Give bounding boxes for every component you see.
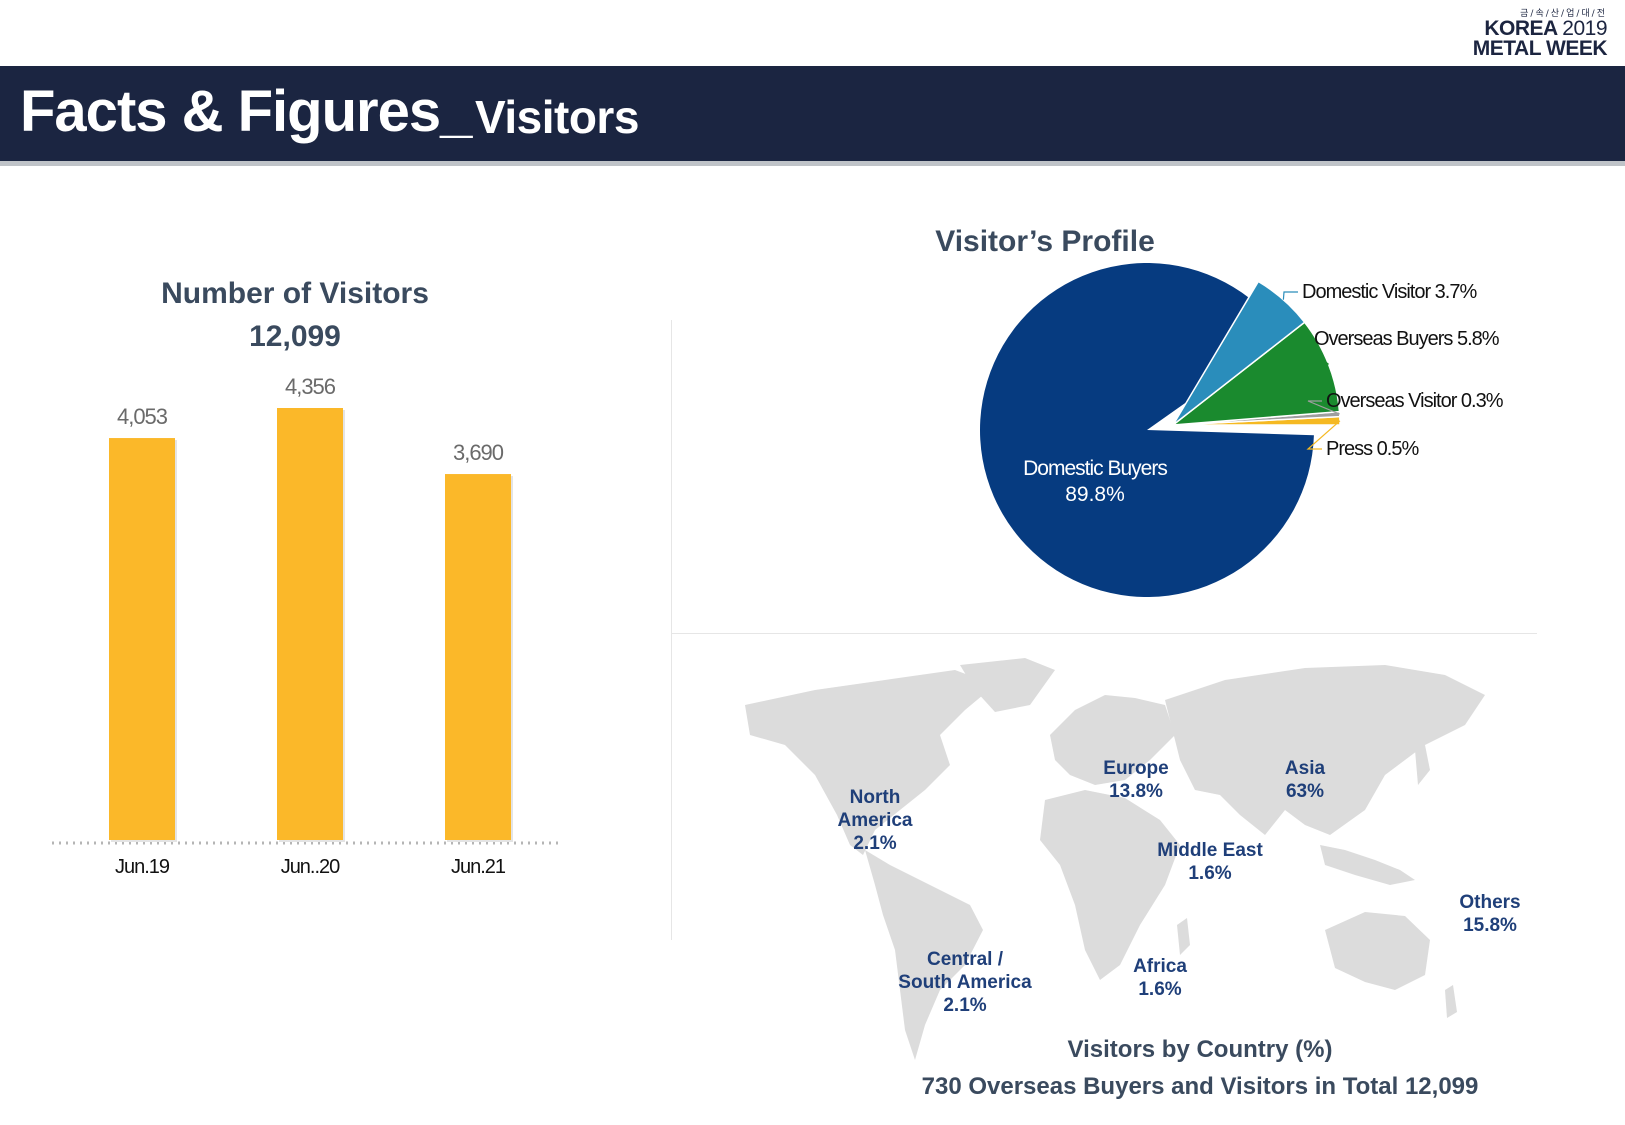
bar-Jun.19	[109, 438, 175, 840]
map-new-zealand	[1445, 985, 1457, 1018]
pie-outside-label: Domestic Visitor 3.7%	[1302, 281, 1477, 303]
map-madagascar	[1177, 918, 1190, 955]
map-caption-title: Visitors by Country (%)	[1067, 1036, 1333, 1063]
page-title: Facts & Figures_	[20, 79, 472, 144]
pie-leader-line	[1307, 400, 1340, 415]
bar-data-label: 4,053	[117, 404, 168, 429]
map-greenland	[960, 658, 1055, 712]
map-africa	[1040, 790, 1180, 980]
logo-line1: KOREA 2019	[1484, 17, 1607, 40]
logo-line2: METAL WEEK	[1472, 37, 1608, 60]
region-central-south-america: Central / South America 2.1%	[898, 949, 1032, 1016]
pie-slice-domestic-visitor	[1172, 280, 1306, 426]
logo-korean-text: 금/속/산/업/대/전	[1520, 9, 1607, 19]
page-subtitle: Visitors	[475, 91, 639, 143]
logo-year: 2019	[1562, 17, 1607, 40]
pie-leader-line	[1294, 338, 1329, 365]
region-north-america: North America 2.1%	[837, 787, 913, 854]
bar-data-label: 4,356	[285, 374, 336, 399]
pie-leader-line	[1306, 420, 1341, 450]
map-japan	[1415, 745, 1430, 785]
region-europe: Europe 13.8%	[1103, 758, 1169, 802]
visitors-bar-chart: 4,053 Jun.19 4,356 Jun..20 3,690 Jun.21	[52, 374, 560, 878]
vertical-divider	[671, 320, 672, 940]
map-caption-subtitle: 730 Overseas Buyers and Visitors in Tota…	[921, 1073, 1479, 1100]
map-south-america	[865, 850, 983, 1060]
region-others: Others 15.8%	[1459, 892, 1521, 936]
world-map-graphic	[745, 658, 1485, 1060]
map-southeast-asia	[1320, 845, 1415, 885]
bar-data-label: 3,690	[453, 440, 504, 465]
map-asia	[1165, 665, 1485, 835]
region-africa: Africa 1.6%	[1133, 956, 1187, 1000]
bar-chart-total: 12,099	[249, 320, 341, 353]
region-asia: Asia 63%	[1284, 758, 1326, 802]
map-north-america	[745, 670, 995, 855]
pie-outside-label: Overseas Visitor 0.3%	[1326, 390, 1504, 412]
world-map	[725, 650, 1545, 1075]
bar-category-label: Jun.21	[451, 856, 506, 878]
bar-chart-title: Number of Visitors	[161, 277, 429, 310]
pie-outside-label: Press 0.5%	[1326, 438, 1419, 460]
map-australia	[1325, 912, 1430, 990]
visitor-profile-pie-chart: Domestic Visitor 3.7% Overseas Buyers 5.8…	[980, 263, 1505, 597]
region-middle-east: Middle East 1.6%	[1157, 840, 1263, 884]
brand-logo: 금/속/산/업/대/전 KOREA 2019 METAL WEEK	[1472, 6, 1608, 60]
map-europe	[1050, 695, 1175, 785]
bar-category-label: Jun..20	[281, 856, 340, 878]
bar-Jun..20	[277, 408, 343, 840]
pie-chart-title: Visitor’s Profile	[935, 225, 1155, 258]
bar-category-label: Jun.19	[115, 856, 170, 878]
pie-inside-label-name: Domestic Buyers	[1023, 457, 1167, 480]
pie-outside-label: Overseas Buyers 5.8%	[1314, 328, 1500, 350]
pie-inside-label-value: 89.8%	[1065, 483, 1125, 506]
horizontal-divider	[671, 633, 1537, 634]
title-banner: Facts & Figures_ Visitors	[0, 66, 1625, 166]
bar-Jun.21	[445, 474, 511, 840]
pie-leader-line	[1282, 291, 1298, 300]
